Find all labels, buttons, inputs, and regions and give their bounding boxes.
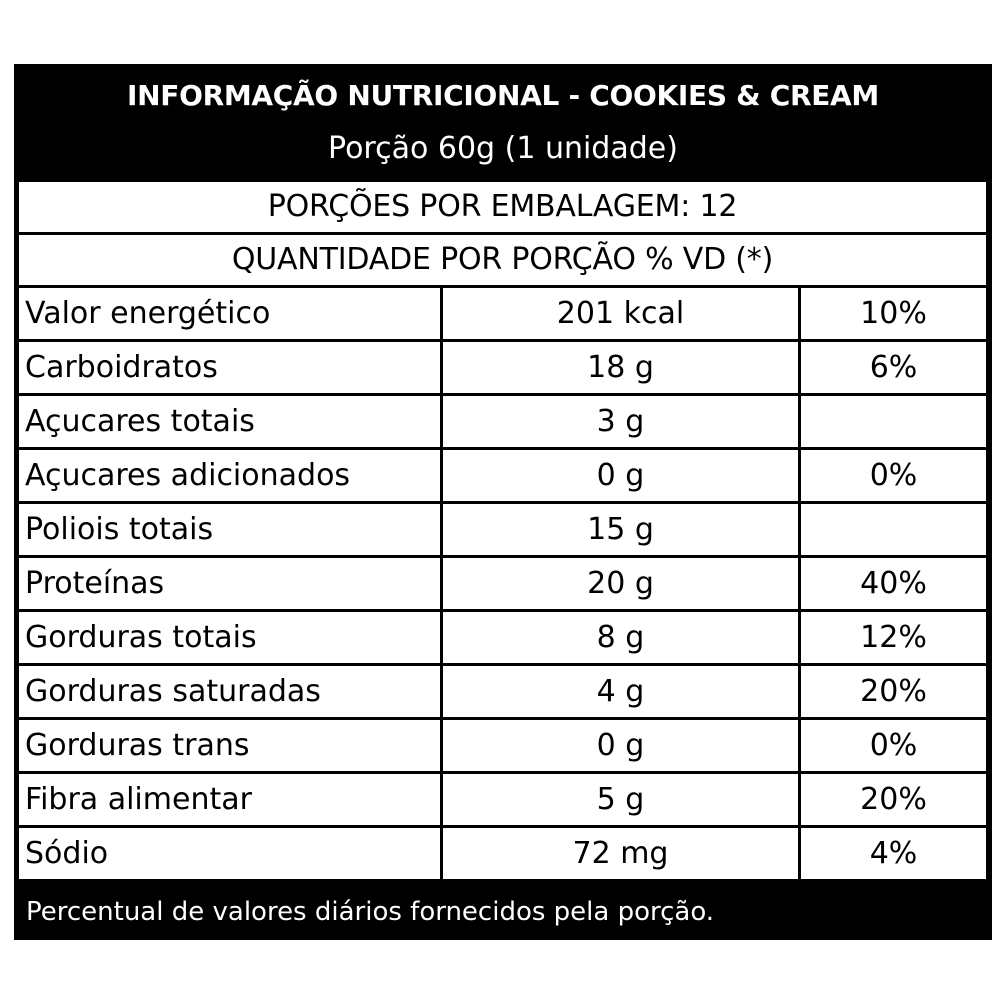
nutrient-daily-value: 0%	[801, 720, 986, 771]
nutrient-name: Proteínas	[19, 558, 440, 609]
nutrition-facts-table: INFORMAÇÃO NUTRICIONAL - COOKIES & CREAM…	[14, 64, 992, 940]
table-row: Sódio 72 mg 4%	[19, 828, 986, 879]
nutrient-amount: 0 g	[443, 720, 798, 771]
table-row: Valor energético 201 kcal 10%	[19, 288, 986, 339]
nutrient-amount: 20 g	[443, 558, 798, 609]
table-row: Açucares totais 3 g	[19, 396, 986, 447]
nutrient-amount: 15 g	[443, 504, 798, 555]
table-row: Gorduras trans 0 g 0%	[19, 720, 986, 771]
nutrient-name: Sódio	[19, 828, 440, 879]
table-row: Gorduras totais 8 g 12%	[19, 612, 986, 663]
daily-value-footnote: Percentual de valores diários fornecidos…	[26, 897, 715, 927]
table-row: Gorduras saturadas 4 g 20%	[19, 666, 986, 717]
nutrient-name: Valor energético	[19, 288, 440, 339]
nutrient-amount: 8 g	[443, 612, 798, 663]
nutrient-daily-value: 20%	[801, 666, 986, 717]
table-row: Proteínas 20 g 40%	[19, 558, 986, 609]
table-title: INFORMAÇÃO NUTRICIONAL - COOKIES & CREAM	[127, 79, 879, 112]
nutrient-name: Poliois totais	[19, 504, 440, 555]
portion-size: Porção 60g (1 unidade)	[328, 131, 678, 166]
nutrient-daily-value: 4%	[801, 828, 986, 879]
nutrient-name: Carboidratos	[19, 342, 440, 393]
nutrient-amount: 72 mg	[443, 828, 798, 879]
table-row: Açucares adicionados 0 g 0%	[19, 450, 986, 501]
nutrient-daily-value: 12%	[801, 612, 986, 663]
quantity-per-portion-header: QUANTIDADE POR PORÇÃO % VD (*)	[19, 235, 986, 285]
table-row: Fibra alimentar 5 g 20%	[19, 774, 986, 825]
nutrient-amount: 18 g	[443, 342, 798, 393]
nutrient-amount: 201 kcal	[443, 288, 798, 339]
nutrient-name: Gorduras saturadas	[19, 666, 440, 717]
nutrient-name: Gorduras totais	[19, 612, 440, 663]
nutrient-daily-value: 0%	[801, 450, 986, 501]
nutrient-daily-value	[801, 504, 986, 555]
nutrient-daily-value	[801, 396, 986, 447]
nutrient-daily-value: 20%	[801, 774, 986, 825]
nutrient-name: Fibra alimentar	[19, 774, 440, 825]
nutrient-name: Gorduras trans	[19, 720, 440, 771]
nutrient-name: Açucares totais	[19, 396, 440, 447]
nutrient-rows: Valor energético 201 kcal 10% Carboidrat…	[19, 288, 986, 881]
nutrient-amount: 3 g	[443, 396, 798, 447]
servings-per-package: PORÇÕES POR EMBALAGEM: 12	[19, 182, 986, 232]
nutrient-daily-value: 40%	[801, 558, 986, 609]
nutrient-amount: 4 g	[443, 666, 798, 717]
nutrient-amount: 5 g	[443, 774, 798, 825]
nutrient-amount: 0 g	[443, 450, 798, 501]
nutrient-name: Açucares adicionados	[19, 450, 440, 501]
table-header: INFORMAÇÃO NUTRICIONAL - COOKIES & CREAM…	[14, 64, 992, 177]
nutrient-daily-value: 10%	[801, 288, 986, 339]
nutrient-daily-value: 6%	[801, 342, 986, 393]
table-row: Carboidratos 18 g 6%	[19, 342, 986, 393]
table-row: Poliois totais 15 g	[19, 504, 986, 555]
